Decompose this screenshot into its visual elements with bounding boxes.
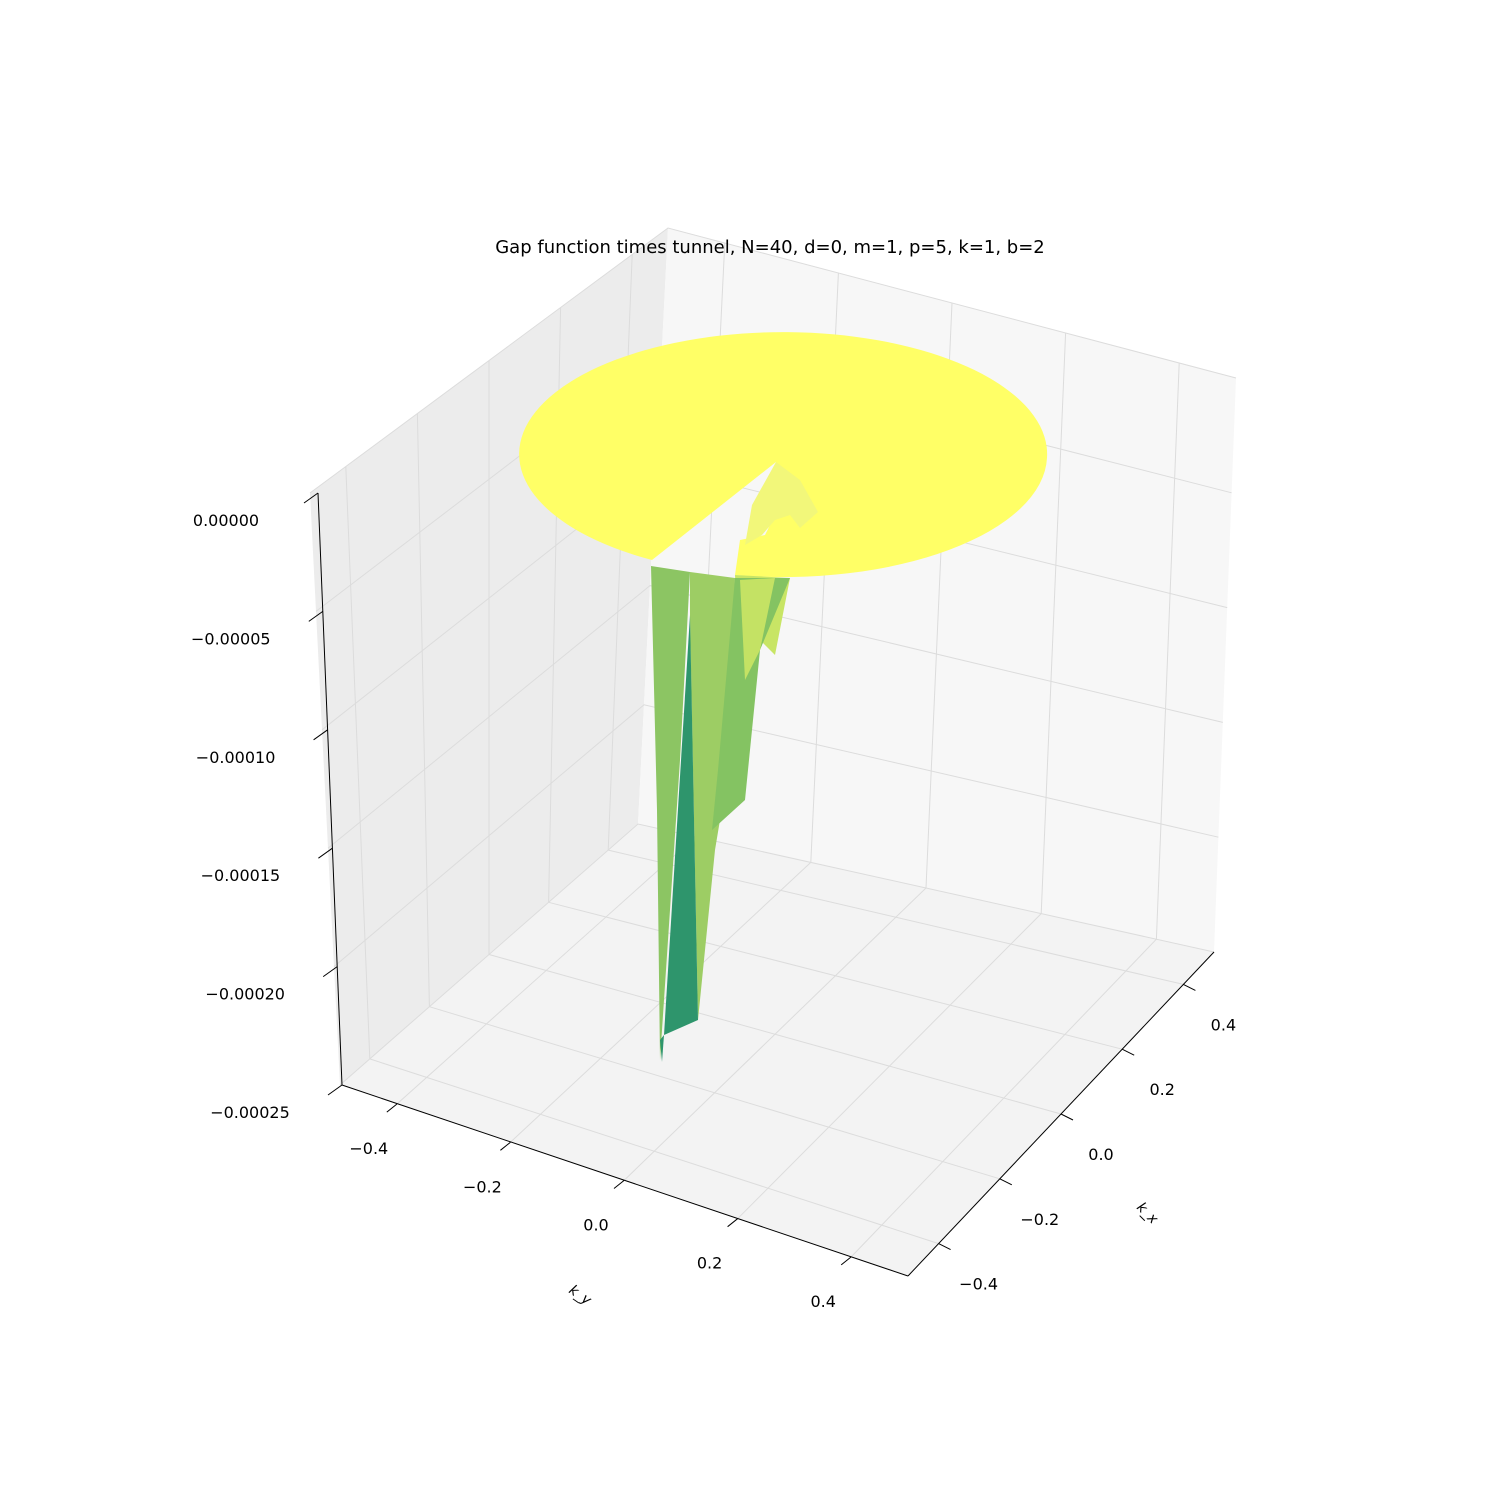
kx-tick-2 [1060,1113,1074,1121]
grid-line-ky-wall-4 [1155,362,1180,940]
z-axis-line [317,492,343,1086]
ky-tick-label-3: 0.2 [697,1254,722,1273]
z-tick-label-3: −0.00015 [201,866,281,885]
surface-spike-bright [740,578,775,680]
grid-line-kx-1 [429,1006,1000,1180]
y-axis-line [341,1084,909,1277]
axis-ticks: −0.4 −0.2 0.0 0.2 0.4 −0.4 −0.2 0.0 0.2 0.4 0.0000… [191,492,1236,1311]
ky-tick-label-1: −0.2 [463,1177,502,1196]
surface-wedge-slope [745,462,818,545]
z-tick-label-5: −0.00025 [210,1103,290,1122]
kx-tick-label-1: −0.2 [1020,1210,1059,1229]
kx-tick-label-2: 0.0 [1088,1145,1113,1164]
grid-line-z-4 [333,704,1219,967]
x-axis-label: k_x [1133,1200,1161,1228]
grid-line-z-3 [327,585,1223,849]
kx-tick-4 [1183,983,1196,991]
surface [519,332,1048,1062]
grid-line-z-5 [339,823,1215,1086]
grid-line-z-0 [309,227,1237,494]
grid-lines [309,227,1237,1258]
z-tick-0 [303,492,319,504]
kx-tick-label-3: 0.2 [1149,1080,1174,1099]
surface-spike-left [651,566,690,1060]
surface-spike-mid [690,572,735,1020]
ky-tick-1 [500,1141,511,1151]
z-tick-2 [313,729,328,741]
grid-line-kx-3 [548,901,1123,1050]
ky-tick-label-4: 0.4 [810,1292,835,1311]
surface-spike-right [712,578,790,830]
z-tick-3 [318,847,333,859]
z-tick-5 [327,1084,343,1096]
z-tick-label-0: 0.00000 [193,511,259,530]
ky-tick-label-2: 0.0 [583,1216,608,1235]
grid-line-kx-wall-4 [607,254,633,851]
chart-title: Gap function times tunnel, N=40, d=0, m=… [495,237,1045,258]
grid-line-kx-wall-1 [416,413,430,1007]
z-tick-label-1: −0.00005 [191,629,271,648]
ky-tick-3 [727,1218,738,1228]
z-tick-1 [308,610,324,622]
z-tick-4 [322,966,338,978]
kx-tick-3 [1121,1048,1135,1056]
surface-spike-tip [660,1035,664,1062]
floor-pane [340,824,1214,1276]
kx-tick-0 [938,1243,951,1251]
grid-line-kx-wall-0 [345,466,371,1059]
grid-line-ky-wall-3 [1040,332,1067,914]
ky-tick-4 [840,1256,852,1266]
ky-tick-0 [386,1103,398,1113]
ky-tick-label-0: −0.4 [349,1139,388,1158]
grid-line-kx-2 [488,954,1062,1115]
surface-plateau [519,332,1048,578]
z-tick-label-4: −0.00020 [205,985,285,1004]
kx-tick-label-0: −0.4 [959,1275,998,1294]
y-axis-label: k_y [566,1282,595,1309]
kx-tick-label-4: 0.4 [1211,1015,1236,1034]
ky-tick-2 [613,1180,625,1189]
kx-tick-1 [999,1178,1013,1186]
z-tick-label-2: −0.00010 [196,748,276,767]
grid-line-kx-0 [369,1058,939,1245]
surface-spike-trough [664,615,698,1035]
